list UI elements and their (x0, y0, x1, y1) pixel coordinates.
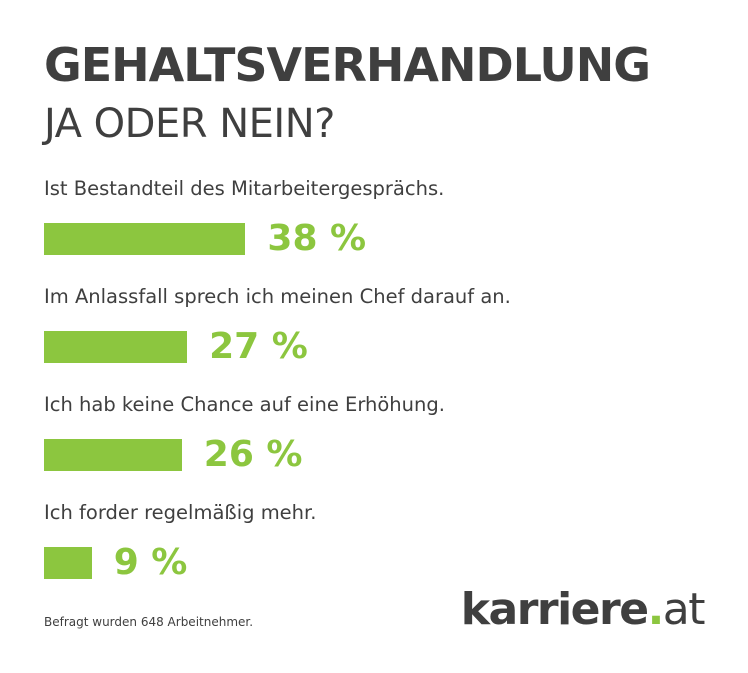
logo-tld: at (662, 584, 706, 635)
bar (44, 547, 92, 579)
value-label: 9 % (113, 542, 188, 583)
category-label: Ist Bestandteil des Mitarbeitergesprächs… (44, 177, 445, 200)
value-label: 38 % (267, 218, 367, 259)
karriere-logo: karriere.at (460, 584, 706, 636)
chart-title: GEHALTSVERHANDLUNG (44, 38, 651, 92)
bar (44, 223, 246, 255)
bar (44, 331, 188, 363)
chart-subtitle: JA ODER NEIN? (44, 101, 335, 147)
logo-dot: . (647, 584, 665, 635)
category-label: Im Anlassfall sprech ich meinen Chef dar… (44, 285, 511, 308)
value-label: 27 % (209, 326, 308, 367)
category-label: Ich hab keine Chance auf eine Erhöhung. (44, 393, 445, 416)
footnote: Befragt wurden 648 Arbeitnehmer. (44, 615, 254, 629)
value-label: 26 % (203, 434, 303, 475)
logo-brand: karriere (460, 584, 649, 635)
category-label: Ich forder regelmäßig mehr. (44, 501, 317, 524)
bar (44, 439, 182, 471)
